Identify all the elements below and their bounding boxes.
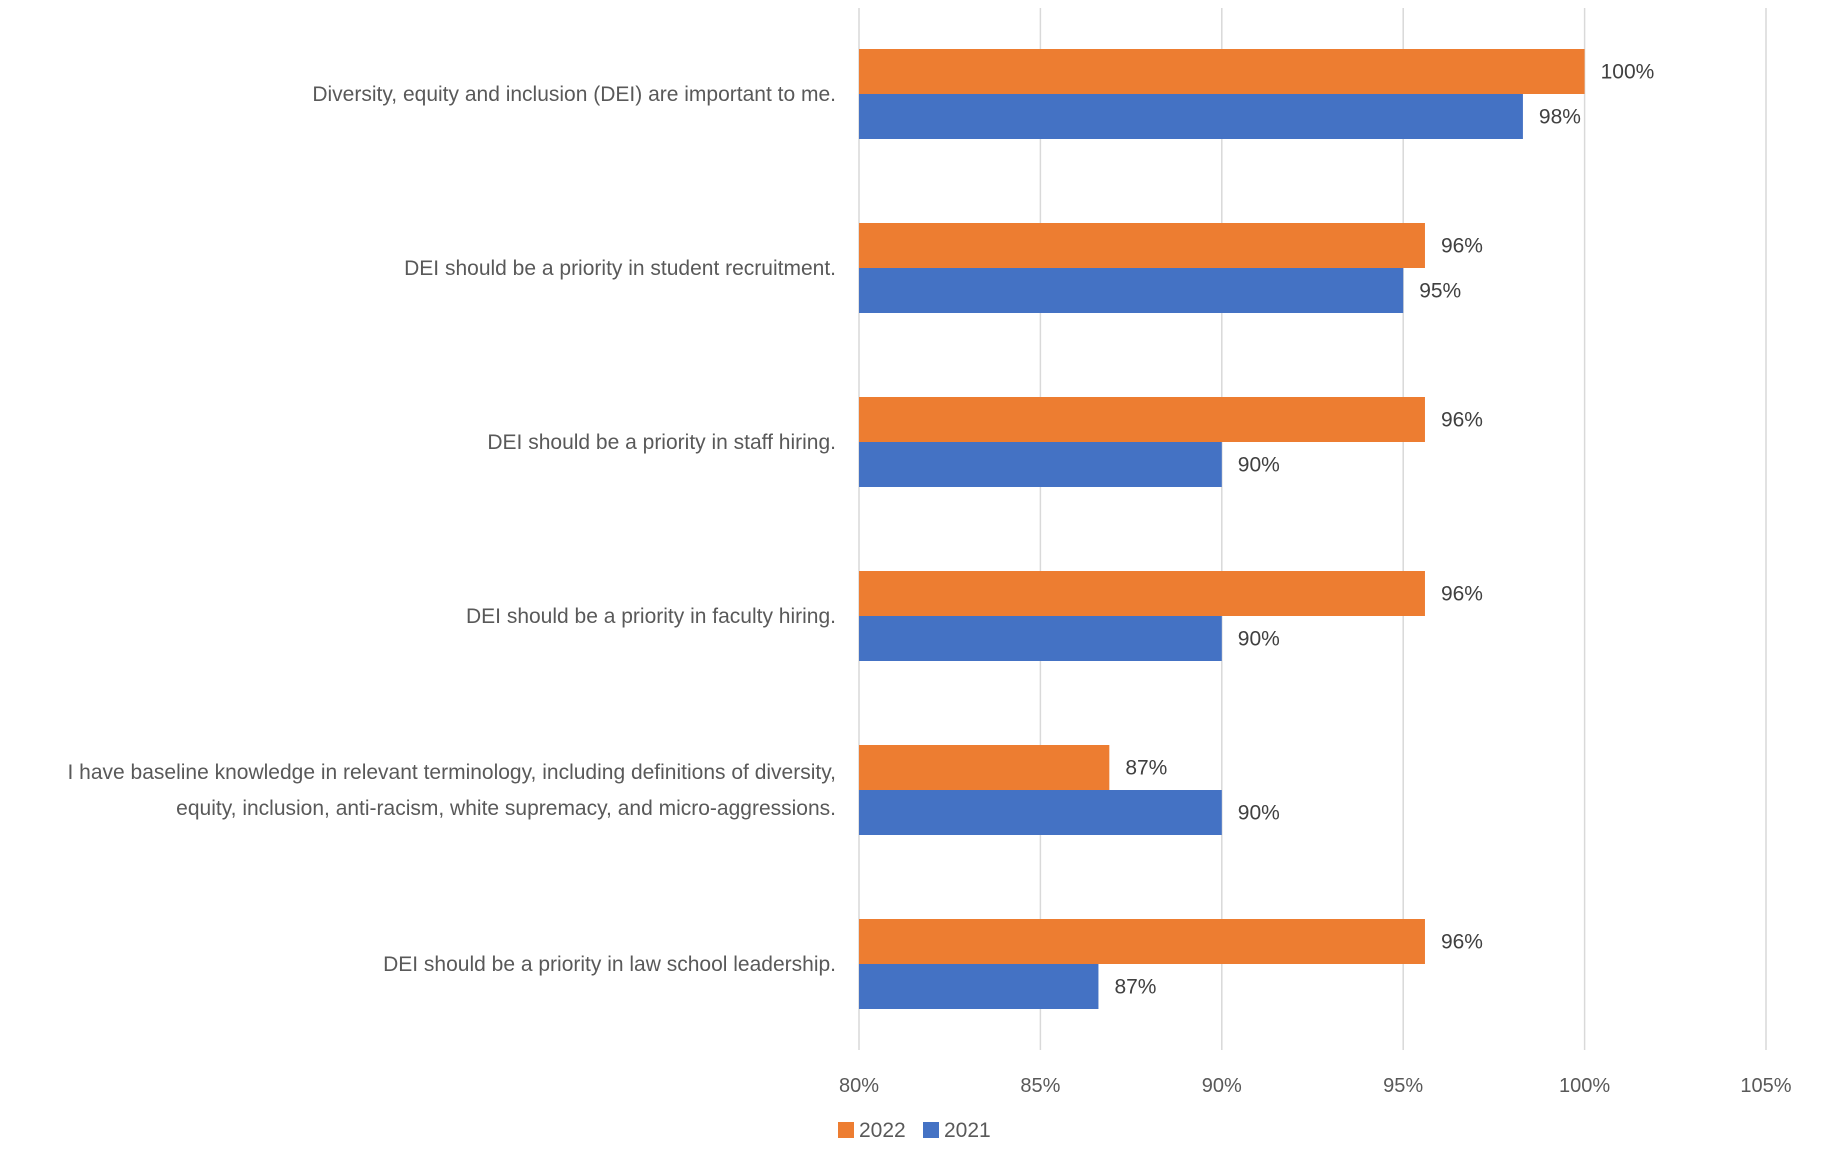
data-label-2021-0: 98% <box>1539 106 1581 129</box>
legend-label-2021: 2021 <box>944 1119 991 1142</box>
bar-2022-1 <box>859 223 1425 268</box>
data-label-2022-4: 87% <box>1125 757 1167 780</box>
x-tick-label-3: 95% <box>1383 1075 1423 1097</box>
x-tick-label-4: 100% <box>1559 1075 1610 1097</box>
bar-2021-0 <box>859 94 1523 139</box>
x-tick-label-1: 85% <box>1020 1075 1060 1097</box>
category-label-1: DEI should be a priority in student recr… <box>404 257 836 280</box>
bar-2022-5 <box>859 919 1425 964</box>
bar-2021-1 <box>859 268 1404 313</box>
data-label-2022-0: 100% <box>1601 61 1655 84</box>
legend-label-2022: 2022 <box>859 1119 906 1142</box>
bar-2021-4 <box>859 790 1222 835</box>
data-label-2021-2: 90% <box>1238 454 1280 477</box>
data-label-2021-5: 87% <box>1114 976 1156 999</box>
bars <box>859 49 1585 1009</box>
data-label-2022-2: 96% <box>1441 409 1483 432</box>
bar-2022-3 <box>859 571 1425 616</box>
category-label-0: Diversity, equity and inclusion (DEI) ar… <box>312 83 836 106</box>
category-label-4-line-1: equity, inclusion, anti-racism, white su… <box>176 797 836 820</box>
legend: 2022 2021 <box>838 1119 991 1142</box>
data-labels: 100% 98% 96% 95% 96% 90% 96% 90% 87% 90% 96% 87% <box>1114 61 1654 999</box>
bar-2022-4 <box>859 745 1110 790</box>
data-label-2021-4: 90% <box>1238 802 1280 825</box>
data-label-2022-1: 96% <box>1441 235 1483 258</box>
data-label-2022-5: 96% <box>1441 931 1483 954</box>
gridlines <box>858 8 1767 1050</box>
category-label-3: DEI should be a priority in faculty hiri… <box>466 605 836 628</box>
data-label-2022-3: 96% <box>1441 583 1483 606</box>
category-label-2: DEI should be a priority in staff hiring… <box>487 431 836 454</box>
legend-swatch-2022 <box>838 1122 854 1138</box>
bar-2021-2 <box>859 442 1222 487</box>
x-tick-label-0: 80% <box>839 1075 879 1097</box>
bar-2021-5 <box>859 964 1099 1009</box>
bar-2021-3 <box>859 616 1222 661</box>
x-tick-label-2: 90% <box>1202 1075 1242 1097</box>
category-label-5: DEI should be a priority in law school l… <box>383 953 836 976</box>
category-label-4-line-0: I have baseline knowledge in relevant te… <box>68 761 837 784</box>
bar-2022-2 <box>859 397 1425 442</box>
category-labels: Diversity, equity and inclusion (DEI) ar… <box>68 83 837 976</box>
bar-2022-0 <box>859 49 1585 94</box>
data-label-2021-3: 90% <box>1238 628 1280 651</box>
x-axis-tick-labels: 80% 85% 90% 95% 100% 105% <box>839 1075 1792 1097</box>
data-label-2021-1: 95% <box>1419 280 1461 303</box>
x-tick-label-5: 105% <box>1740 1075 1791 1097</box>
legend-swatch-2021 <box>923 1122 939 1138</box>
